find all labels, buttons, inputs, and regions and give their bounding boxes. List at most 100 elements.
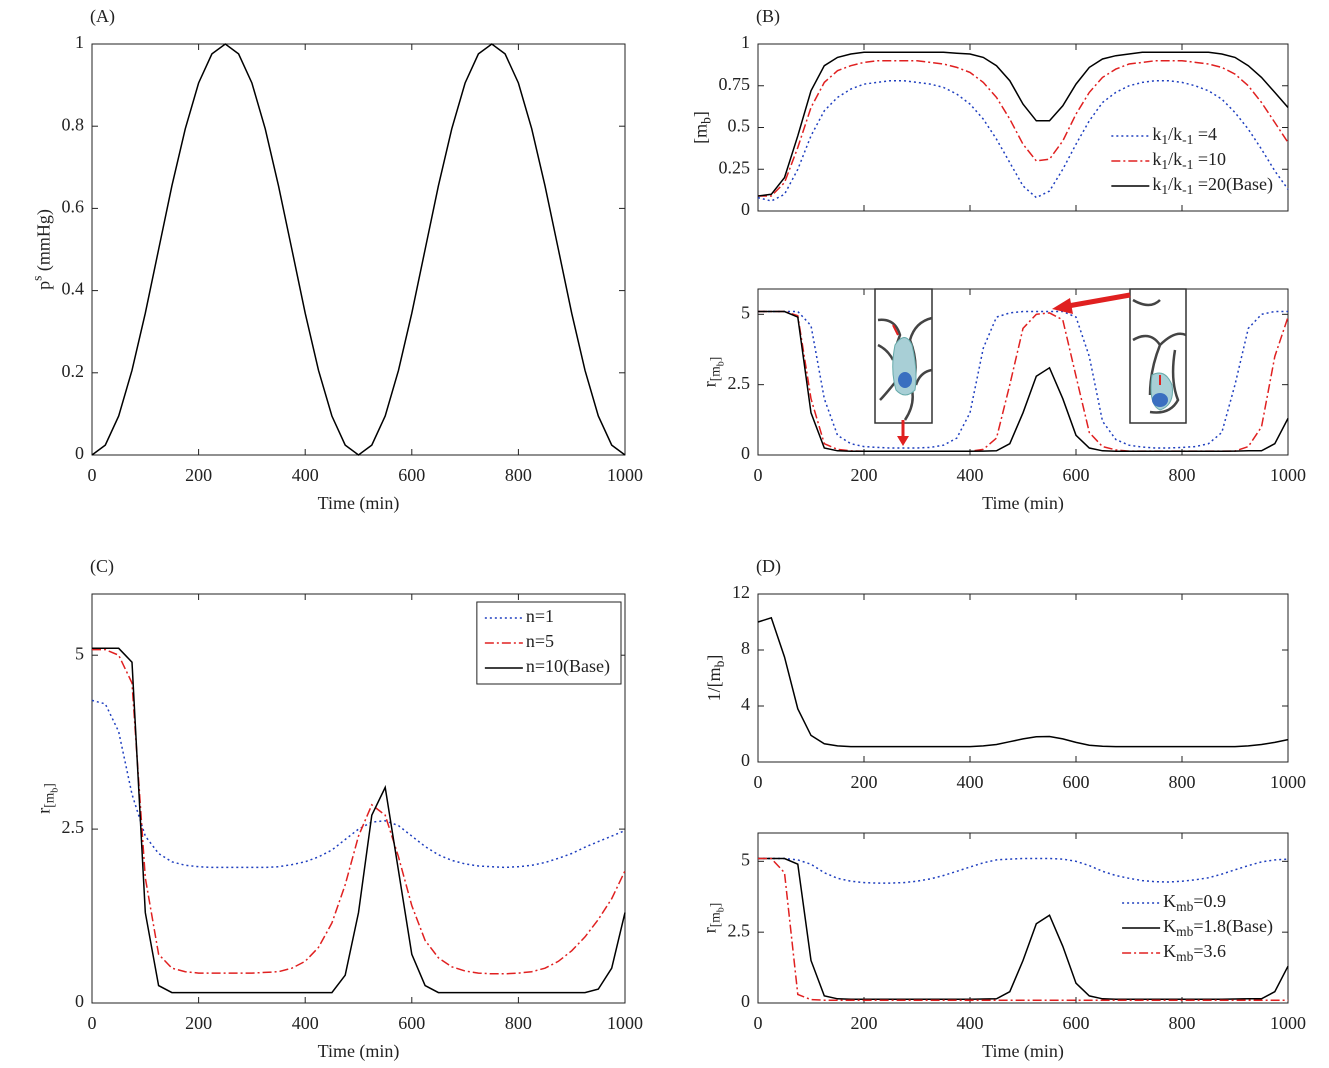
plot-area: [91, 43, 626, 456]
y-axis-label: [mb]: [691, 111, 714, 144]
label-part: =4: [1193, 124, 1217, 144]
x-tick-label: 0: [754, 772, 763, 792]
label-part: r: [700, 381, 720, 387]
x-tick-label: 400: [292, 1013, 319, 1033]
legend-label: n=5: [526, 631, 554, 651]
y-tick-label: 0: [741, 750, 750, 770]
x-tick-label: 200: [851, 465, 878, 485]
data-line: [757, 616, 1289, 748]
legend-label: k1/k-1 =10: [1152, 149, 1226, 172]
cell-illustrations: [874, 288, 1187, 446]
subscript: b: [50, 788, 61, 793]
x-tick-label: 0: [754, 465, 763, 485]
x-tick-label: 200: [851, 772, 878, 792]
label-part: [m: [691, 124, 711, 144]
x-axis-label: Time (min): [982, 493, 1064, 514]
y-tick-label: 2.5: [728, 373, 751, 393]
data-line: [91, 43, 626, 456]
x-tick-label: 600: [1063, 465, 1090, 485]
label-part: =10: [1193, 149, 1226, 169]
illustration-lines: [1132, 298, 1187, 414]
label-part: /k: [1168, 124, 1182, 144]
y-tick-label: 1: [741, 32, 750, 52]
legend-label: n=1: [526, 606, 554, 626]
y-tick-label: 0.2: [62, 361, 85, 381]
label-part: k: [1152, 174, 1161, 194]
subscript: mb: [1176, 924, 1194, 939]
label-part: 1: [1161, 132, 1168, 147]
label-part: r: [700, 927, 720, 933]
label-part: ]: [42, 783, 57, 788]
y-axis-label: r[mb]: [700, 903, 727, 934]
label-part: ]: [691, 111, 711, 117]
label-part: ]: [708, 903, 723, 908]
legend-label: Kmb=3.6: [1163, 941, 1226, 964]
label-part: -1: [1182, 132, 1193, 147]
x-tick-label: 800: [505, 1013, 532, 1033]
x-tick-label: 0: [88, 1013, 97, 1033]
label-part: p: [34, 281, 54, 290]
superscript: s: [30, 276, 45, 281]
x-tick-label: 600: [398, 465, 425, 485]
subscript: [mb]: [708, 357, 727, 382]
subscript: [mb]: [42, 783, 61, 808]
plot-area: [757, 593, 1289, 763]
y-tick-label: 0.5: [728, 116, 751, 136]
y-tick-label: 0: [75, 443, 84, 463]
data-line: [758, 59, 1289, 197]
x-tick-label: 800: [1169, 465, 1196, 485]
x-tick-label: 400: [957, 465, 984, 485]
label-part: b: [699, 117, 714, 124]
subscript: 1: [1161, 182, 1168, 197]
y-tick-label: 0.25: [719, 157, 751, 177]
legend-label: n=10(Base): [526, 656, 610, 677]
label-part: b: [716, 907, 727, 912]
x-axis-label: Time (min): [318, 493, 400, 514]
data-line: [757, 79, 1289, 202]
legend-label: Kmb=1.8(Base): [1163, 916, 1273, 939]
label-part: mb: [1176, 899, 1194, 914]
data-line: [757, 51, 1289, 197]
label-part: mb: [1176, 949, 1194, 964]
y-axis-label: ps (mmHg): [30, 209, 55, 290]
label-part: =20(Base): [1193, 174, 1273, 195]
x-tick-label: 1000: [1270, 1013, 1306, 1033]
label-part: k: [1152, 149, 1161, 169]
subscript: b: [699, 117, 714, 124]
label-part: =3.6: [1193, 941, 1226, 961]
subscript: 1: [1161, 157, 1168, 172]
x-tick-label: 0: [754, 1013, 763, 1033]
label-part: =1.8(Base): [1193, 916, 1273, 937]
label-part: b: [716, 361, 727, 366]
label-part: [m: [42, 792, 57, 807]
subscript: [mb]: [708, 903, 727, 928]
panel-label: (A): [90, 6, 115, 27]
x-tick-label: 400: [292, 465, 319, 485]
data-line: [758, 310, 1289, 453]
label-part: [m: [708, 366, 723, 381]
data-line: [758, 310, 1288, 449]
legend-label: k1/k-1 =20(Base): [1152, 174, 1273, 197]
x-tick-label: 1000: [607, 1013, 643, 1033]
subscript: -1: [1182, 182, 1193, 197]
y-tick-label: 12: [732, 582, 750, 602]
label-part: ]: [704, 655, 724, 661]
label-part: /k: [1168, 149, 1182, 169]
label-part: b: [50, 788, 61, 793]
y-axis-label: 1/[mb]: [704, 655, 727, 702]
subscript: 1: [1161, 132, 1168, 147]
data-line: [758, 857, 1288, 1001]
y-tick-label: 5: [75, 643, 84, 663]
legend: n=1 n=5 n=10(Base): [476, 601, 622, 685]
label-part: -1: [1182, 157, 1193, 172]
x-tick-label: 1000: [1270, 465, 1306, 485]
plot-area: [757, 832, 1289, 1004]
x-tick-label: 200: [185, 465, 212, 485]
label-part: (mmHg): [34, 209, 55, 276]
y-tick-label: 8: [741, 638, 750, 658]
y-tick-label: 0: [75, 991, 84, 1011]
label-part: 1/[m: [704, 667, 724, 701]
